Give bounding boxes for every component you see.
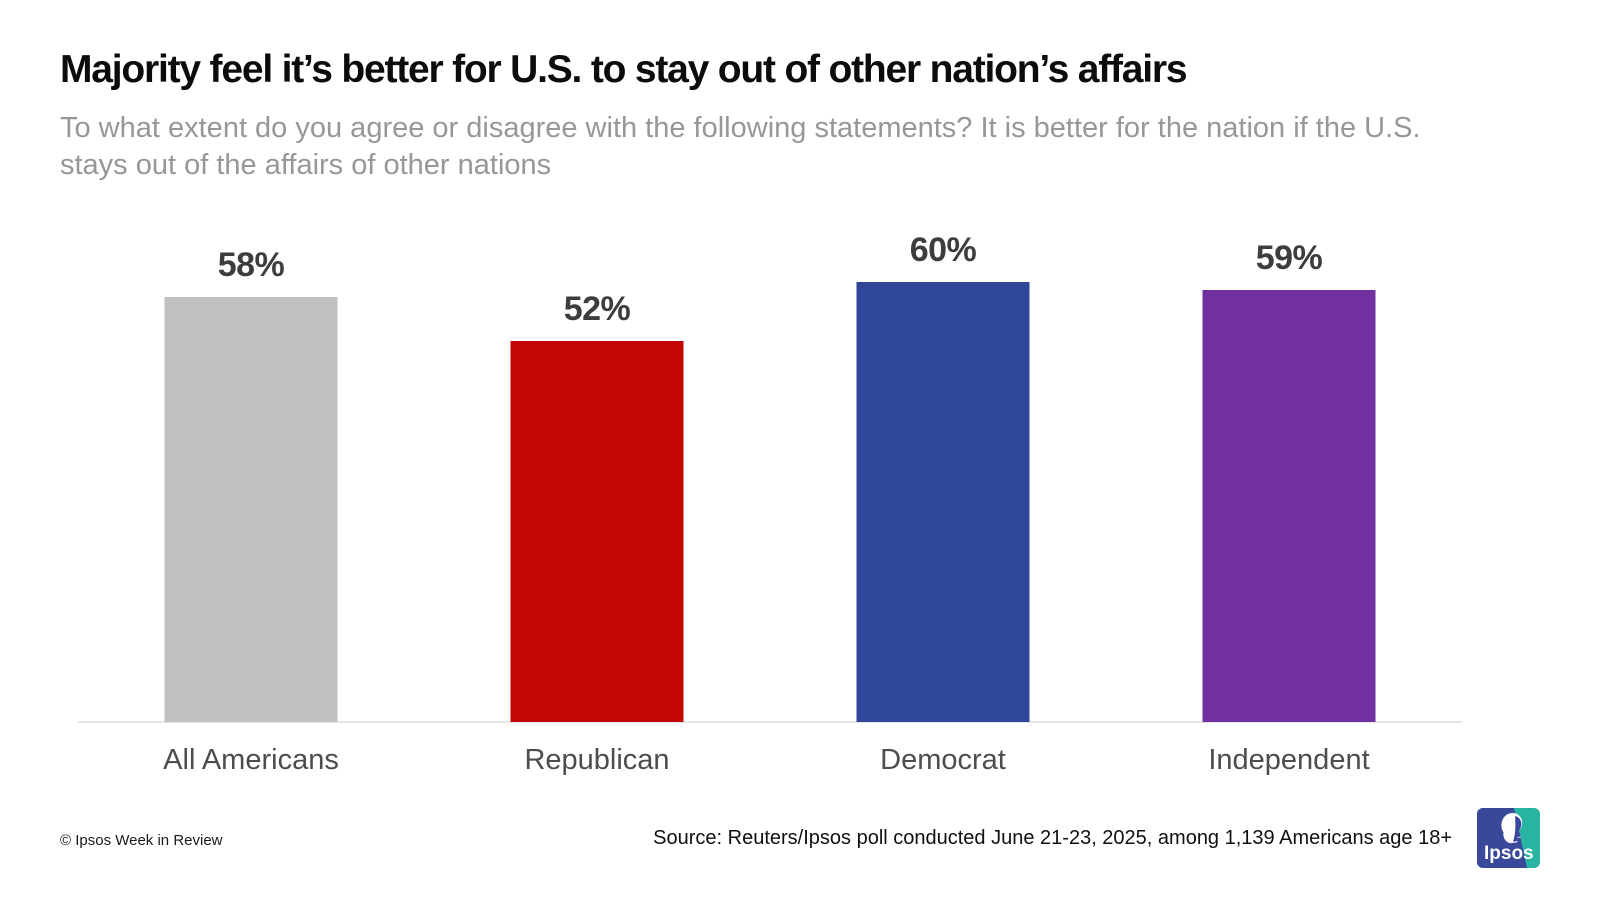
bar-chart: 58% All Americans 52% Republican 60% Democrat… [78,231,1462,776]
chart-title: Majority feel it’s better for U.S. to st… [60,48,1188,91]
ipsos-logo-icon: Ipsos [1477,808,1540,868]
category-label: Democrat [880,744,1006,776]
value-label: 60% [909,231,977,269]
copyright-note: © Ipsos Week in Review [60,832,223,849]
category-label: All Americans [163,744,339,776]
x-axis-line [78,721,1462,723]
value-label: 59% [1255,239,1323,277]
logo-wordmark: Ipsos [1484,843,1534,864]
bar [856,282,1030,722]
chart-subtitle: To what extent do you agree or disagree … [60,112,1421,181]
face-profile [1513,816,1522,842]
bar-group-independent: 59% Independent [1116,239,1462,776]
category-label: Independent [1208,744,1370,776]
source-note: Source: Reuters/Ipsos poll conducted Jun… [653,827,1452,849]
bar-group-republican: 52% Republican [424,240,770,776]
value-label: 52% [563,290,631,328]
bar [164,297,338,722]
bar [1202,290,1376,722]
bar-group-democrat: 60% Democrat [770,231,1116,776]
value-label: 58% [217,246,285,284]
category-label: Republican [524,744,670,776]
bar-group-all-americans: 58% All Americans [78,240,424,776]
bar [510,341,684,722]
